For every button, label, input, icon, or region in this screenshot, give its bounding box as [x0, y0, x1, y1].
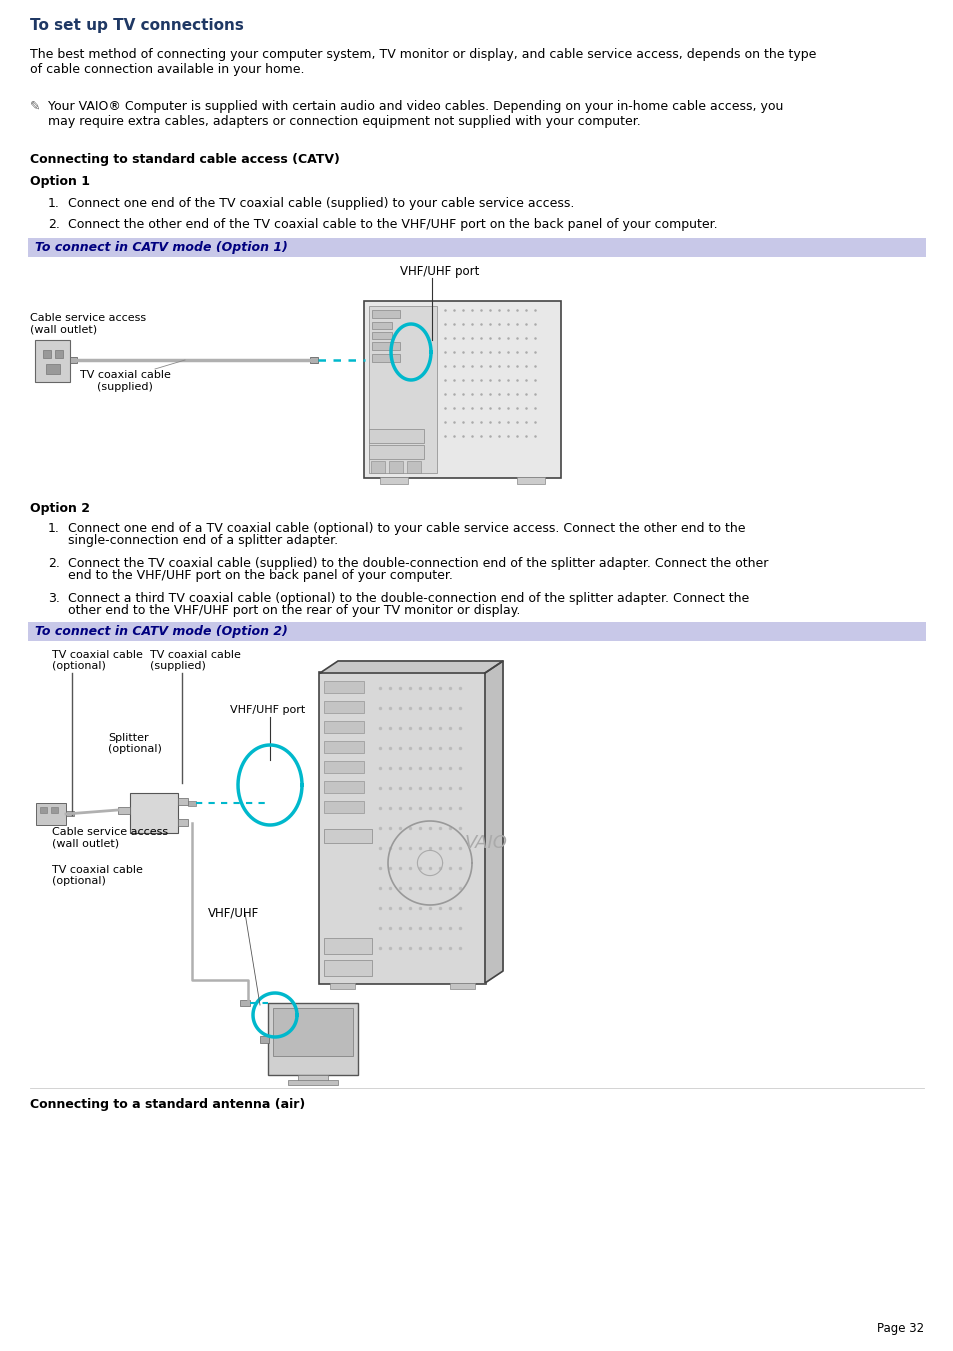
Bar [288, 1079, 337, 1085]
Bar [369, 444, 423, 459]
Bar [369, 305, 436, 473]
Bar [372, 332, 392, 339]
Bar [178, 798, 188, 805]
Text: (optional): (optional) [108, 744, 162, 754]
Text: (wall outlet): (wall outlet) [30, 326, 97, 335]
Text: TV coaxial cable: TV coaxial cable [150, 650, 240, 661]
Bar [118, 807, 130, 815]
Text: 3.: 3. [48, 592, 60, 605]
FancyBboxPatch shape [318, 671, 485, 984]
Bar [407, 461, 420, 473]
Text: Connecting to a standard antenna (air): Connecting to a standard antenna (air) [30, 1098, 305, 1111]
Text: Option 2: Option 2 [30, 503, 90, 515]
Bar [372, 354, 399, 362]
Bar [273, 1008, 353, 1056]
Text: 2.: 2. [48, 557, 60, 570]
Bar [330, 984, 355, 989]
Bar [66, 811, 74, 816]
Bar [324, 740, 364, 753]
Bar [188, 801, 195, 807]
Text: (wall outlet): (wall outlet) [52, 838, 119, 848]
Bar [372, 322, 392, 330]
Text: TV coaxial cable: TV coaxial cable [52, 865, 143, 875]
Text: (optional): (optional) [52, 875, 106, 886]
Bar [369, 430, 423, 443]
Text: ✎: ✎ [30, 100, 40, 113]
Bar [70, 357, 77, 363]
Text: Page 32: Page 32 [876, 1323, 923, 1335]
Bar [40, 807, 47, 813]
Bar [43, 350, 51, 358]
Text: Connecting to standard cable access (CATV): Connecting to standard cable access (CAT… [30, 153, 339, 166]
Text: Connect the other end of the TV coaxial cable to the VHF/UHF port on the back pa: Connect the other end of the TV coaxial … [68, 218, 717, 231]
Bar [324, 721, 364, 734]
Bar [324, 830, 372, 843]
Text: The best method of connecting your computer system, TV monitor or display, and c: The best method of connecting your compu… [30, 49, 816, 76]
Text: Option 1: Option 1 [30, 176, 90, 188]
Bar [324, 801, 364, 813]
Bar [379, 477, 408, 484]
Bar [372, 342, 399, 350]
Bar [240, 1000, 250, 1006]
Text: TV coaxial cable: TV coaxial cable [79, 370, 171, 380]
Text: (optional): (optional) [52, 661, 106, 671]
Bar [310, 357, 317, 363]
Text: 1.: 1. [48, 521, 60, 535]
Bar [35, 340, 70, 382]
Bar [389, 461, 402, 473]
Bar [372, 309, 399, 317]
Text: Connect one end of a TV coaxial cable (optional) to your cable service access. C: Connect one end of a TV coaxial cable (o… [68, 521, 744, 535]
FancyBboxPatch shape [364, 301, 560, 478]
Bar [297, 1075, 328, 1081]
Text: Splitter: Splitter [108, 734, 149, 743]
Polygon shape [484, 661, 502, 984]
Text: To connect in CATV mode (Option 2): To connect in CATV mode (Option 2) [35, 626, 288, 638]
Text: Connect the TV coaxial cable (supplied) to the double-connection end of the spli: Connect the TV coaxial cable (supplied) … [68, 557, 767, 570]
Bar [324, 701, 364, 713]
Text: VHF/UHF: VHF/UHF [208, 907, 259, 920]
Text: Your VAIO® Computer is supplied with certain audio and video cables. Depending o: Your VAIO® Computer is supplied with cer… [48, 100, 782, 128]
Text: (supplied): (supplied) [150, 661, 206, 671]
Polygon shape [319, 661, 502, 673]
Text: Connect a third TV coaxial cable (optional) to the double-connection end of the : Connect a third TV coaxial cable (option… [68, 592, 748, 605]
Bar [324, 761, 364, 773]
Bar [324, 681, 364, 693]
Text: To connect in CATV mode (Option 1): To connect in CATV mode (Option 1) [35, 240, 288, 254]
Bar [28, 621, 925, 640]
Text: end to the VHF/UHF port on the back panel of your computer.: end to the VHF/UHF port on the back pane… [68, 569, 453, 582]
Text: VAIO: VAIO [464, 834, 507, 852]
Bar [268, 1002, 357, 1075]
Text: To set up TV connections: To set up TV connections [30, 18, 244, 32]
Bar [324, 938, 372, 954]
Bar [36, 802, 66, 825]
Bar [51, 807, 58, 813]
Bar [46, 363, 60, 374]
Text: Cable service access: Cable service access [52, 827, 168, 838]
Text: (supplied): (supplied) [97, 382, 152, 392]
Text: VHF/UHF port: VHF/UHF port [230, 705, 305, 715]
Text: other end to the VHF/UHF port on the rear of your TV monitor or display.: other end to the VHF/UHF port on the rea… [68, 604, 519, 617]
Bar [28, 238, 925, 257]
Text: 2.: 2. [48, 218, 60, 231]
Text: TV coaxial cable: TV coaxial cable [52, 650, 143, 661]
Text: VHF/UHF port: VHF/UHF port [399, 265, 478, 278]
Bar [178, 819, 188, 825]
Bar [55, 350, 63, 358]
Bar [450, 984, 475, 989]
Text: Cable service access: Cable service access [30, 313, 146, 323]
Bar [371, 461, 385, 473]
Bar [324, 961, 372, 975]
Bar [517, 477, 544, 484]
Text: single-connection end of a splitter adapter.: single-connection end of a splitter adap… [68, 534, 337, 547]
Bar [130, 793, 178, 834]
Bar [260, 1036, 269, 1043]
Text: 1.: 1. [48, 197, 60, 209]
Bar [324, 781, 364, 793]
Text: Connect one end of the TV coaxial cable (supplied) to your cable service access.: Connect one end of the TV coaxial cable … [68, 197, 574, 209]
